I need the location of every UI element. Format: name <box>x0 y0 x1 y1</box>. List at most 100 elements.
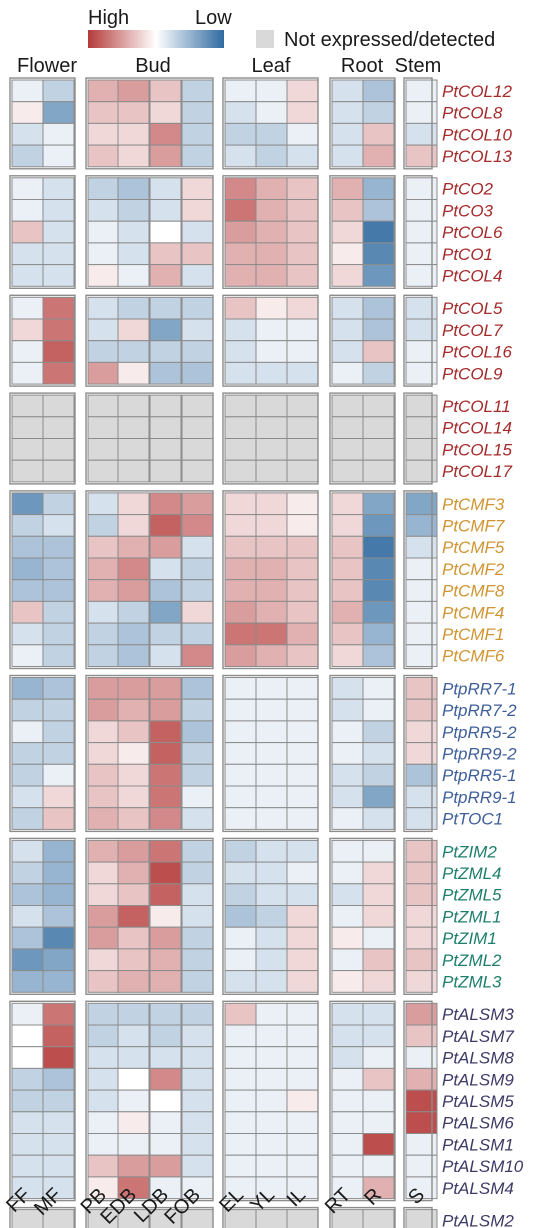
heatmap-cells <box>11 79 438 1228</box>
heatmap-cell <box>286 220 319 244</box>
gene-label: PtCOL11 <box>442 397 511 416</box>
gene-label: PtTOC1 <box>442 810 503 829</box>
heatmap-cell <box>331 199 364 222</box>
heatmap-cell <box>42 1046 75 1069</box>
heatmap-cell <box>87 122 120 146</box>
tissue-label-leaf: Leaf <box>252 55 291 77</box>
heatmap-cell <box>181 361 214 385</box>
heatmap-cell <box>181 948 214 972</box>
block-frame <box>329 837 396 996</box>
heatmap-cell <box>181 861 214 885</box>
heatmap-cell <box>255 514 288 537</box>
heatmap-cell <box>11 492 44 516</box>
heatmap-cell <box>149 177 182 201</box>
gene-label: PtCOL15 <box>442 440 512 459</box>
heatmap-cell <box>286 785 319 809</box>
heatmap-cell <box>181 416 214 439</box>
legend-na-swatch <box>256 30 274 48</box>
heatmap-cell <box>11 807 44 830</box>
heatmap-cell <box>331 438 364 461</box>
heatmap-cell <box>181 720 214 744</box>
gene-label: PtCOL4 <box>442 266 502 285</box>
heatmap-cell <box>286 644 319 667</box>
heatmap-cell <box>362 1002 395 1026</box>
gene-label: PtCO2 <box>442 180 494 199</box>
heatmap-cell <box>87 720 120 744</box>
heatmap-cell <box>117 296 150 320</box>
heatmap-cell <box>362 199 395 222</box>
heatmap-cell <box>224 459 257 483</box>
heatmap-cell <box>42 698 75 722</box>
heatmap-cell <box>405 264 438 287</box>
heatmap-cell <box>11 948 44 972</box>
heatmap-cell <box>286 579 319 602</box>
heatmap-cell <box>255 79 288 103</box>
heatmap-cell <box>331 1046 364 1069</box>
heatmap-cell <box>87 1024 120 1048</box>
heatmap-cell <box>87 1002 120 1026</box>
heatmap-cell <box>11 1046 44 1069</box>
heatmap-cell <box>11 459 44 483</box>
heatmap-cell <box>181 579 214 602</box>
heatmap-cell <box>11 1154 44 1178</box>
heatmap-cell <box>149 948 182 972</box>
heatmap-cell <box>331 1111 364 1135</box>
heatmap-cell <box>331 1067 364 1091</box>
heatmap-cell <box>42 361 75 385</box>
heatmap-cell <box>362 492 395 516</box>
heatmap-cell <box>362 720 395 744</box>
heatmap-cell <box>362 622 395 646</box>
heatmap-cell <box>181 807 214 830</box>
heatmap-cell <box>255 905 288 928</box>
block-frame <box>222 674 319 833</box>
gene-label: PtALSM2 <box>442 1211 514 1228</box>
heatmap-cell <box>42 1176 75 1200</box>
heatmap-cell <box>87 1046 120 1069</box>
heatmap-cell <box>117 644 150 667</box>
heatmap-cell <box>224 600 257 624</box>
gene-label: PtCMF4 <box>442 603 504 622</box>
gene-label: PtCMF5 <box>442 538 505 557</box>
gene-label: PtZIM2 <box>442 842 497 861</box>
heatmap-cell <box>331 492 364 516</box>
heatmap-cell <box>149 883 182 906</box>
heatmap-cell <box>255 1046 288 1069</box>
heatmap-cell <box>87 948 120 972</box>
heatmap-cell <box>331 677 364 700</box>
heatmap-cell <box>255 318 288 342</box>
heatmap-cell <box>362 144 395 168</box>
heatmap-cell <box>117 492 150 516</box>
heatmap-cell <box>286 1133 319 1156</box>
block-frame <box>222 490 319 670</box>
block-frame <box>222 294 319 387</box>
heatmap-cell <box>286 394 319 418</box>
heatmap-cell <box>117 785 150 809</box>
heatmap-cell <box>362 438 395 461</box>
heatmap-cell <box>87 970 120 993</box>
heatmap-cell <box>42 905 75 928</box>
heatmap-cell <box>117 1024 150 1048</box>
heatmap-cell <box>224 861 257 885</box>
gene-label: PtpRR7-1 <box>442 679 517 698</box>
gene-label: PtZML4 <box>442 864 502 883</box>
gene-label: PtCOL6 <box>442 223 503 242</box>
heatmap-cell <box>42 459 75 483</box>
block-frame <box>403 294 433 387</box>
heatmap-cell <box>224 742 257 765</box>
heatmap-cell <box>181 698 214 722</box>
gene-label: PtCOL13 <box>442 147 512 166</box>
heatmap-cell <box>331 535 364 559</box>
heatmap-cell <box>87 144 120 168</box>
heatmap-cell <box>286 742 319 765</box>
heatmap-cell <box>11 122 44 146</box>
heatmap-cell <box>42 644 75 667</box>
heatmap-cell <box>255 807 288 830</box>
heatmap-cell <box>224 1133 257 1156</box>
heatmap-cell <box>362 1046 395 1069</box>
heatmap-cell <box>331 785 364 809</box>
heatmap-cell <box>11 242 44 266</box>
heatmap-cell <box>224 785 257 809</box>
heatmap-cell <box>286 926 319 950</box>
heatmap-cell <box>362 264 395 287</box>
heatmap-cell <box>181 644 214 667</box>
